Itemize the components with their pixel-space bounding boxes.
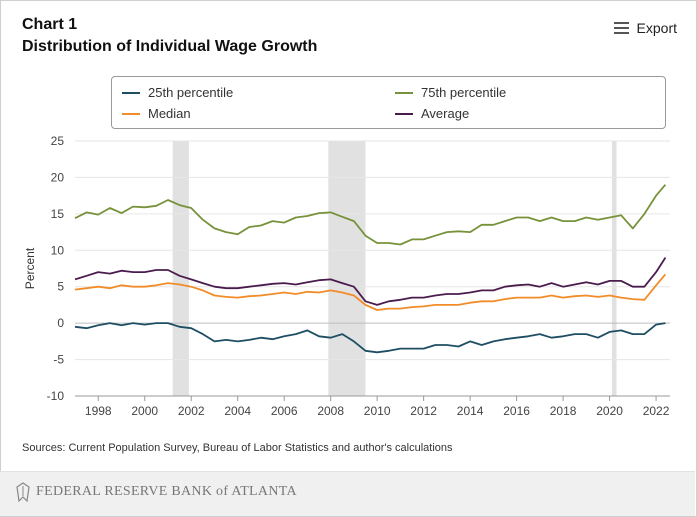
legend-label: 75th percentile [421, 85, 507, 100]
legend-swatch [122, 112, 140, 115]
y-axis-label: Percent [23, 247, 37, 289]
chart-number: Chart 1 [22, 16, 78, 33]
menu-icon [613, 22, 629, 34]
legend-swatch [122, 91, 140, 94]
y-tick-label: -5 [53, 353, 64, 367]
series-line-average [74, 257, 667, 306]
x-tick-label: 1998 [85, 404, 112, 418]
legend-label: Average [421, 106, 470, 121]
legend-swatch [395, 91, 413, 94]
x-tick-label: 2018 [550, 404, 577, 418]
y-tick-label: -10 [47, 389, 65, 403]
legend-swatch [395, 112, 413, 115]
x-tick-label: 2010 [364, 404, 391, 418]
chart-title: Distribution of Individual Wage Growth [22, 38, 318, 55]
legend: 25th percentile 75th percentile Median A… [111, 76, 666, 129]
legend-item-75th[interactable]: 75th percentile [395, 85, 506, 100]
x-tick-label: 2002 [178, 404, 205, 418]
x-tick-label: 2016 [503, 404, 530, 418]
footer: FEDERAL RESERVE BANK of ATLANTA [0, 471, 695, 516]
x-tick-label: 2020 [596, 404, 623, 418]
x-tick-label: 2008 [317, 404, 344, 418]
recession-band [611, 141, 617, 396]
frb-atlanta-logo[interactable]: FEDERAL RESERVE BANK of ATLANTA [16, 482, 297, 502]
y-tick-label: 10 [51, 243, 65, 257]
legend-label: 25th percentile [148, 85, 234, 100]
series-line-75th-percentile [74, 184, 667, 246]
legend-item-25th[interactable]: 25th percentile [122, 85, 233, 100]
x-tick-label: 2004 [224, 404, 251, 418]
y-tick-label: 20 [51, 170, 65, 184]
y-tick-label: 15 [51, 207, 65, 221]
x-tick-label: 2000 [131, 404, 158, 418]
legend-item-average[interactable]: Average [395, 106, 469, 121]
sources-note: Sources: Current Population Survey, Bure… [22, 442, 453, 454]
y-tick-label: 25 [51, 134, 65, 148]
x-tick-label: 2022 [643, 404, 670, 418]
series-line-median [74, 273, 667, 311]
x-tick-label: 2012 [410, 404, 437, 418]
eagle-icon [16, 482, 30, 502]
legend-item-median[interactable]: Median [122, 106, 191, 121]
y-tick-label: 5 [57, 280, 64, 294]
series-line-25th-percentile [74, 322, 666, 354]
x-tick-label: 2014 [457, 404, 484, 418]
recession-band [328, 141, 366, 396]
export-button[interactable]: Export [613, 20, 677, 36]
legend-label: Median [148, 106, 191, 121]
recession-band [172, 141, 189, 396]
line-chart: -10 -5 0 5 10 15 20 25 1998 2000 2002 2004 2006 2008 2… [23, 134, 670, 418]
x-tick-label: 2006 [271, 404, 298, 418]
y-tick-label: 0 [57, 316, 64, 330]
logo-text: FEDERAL RESERVE BANK of ATLANTA [36, 484, 297, 499]
export-label: Export [636, 20, 677, 36]
